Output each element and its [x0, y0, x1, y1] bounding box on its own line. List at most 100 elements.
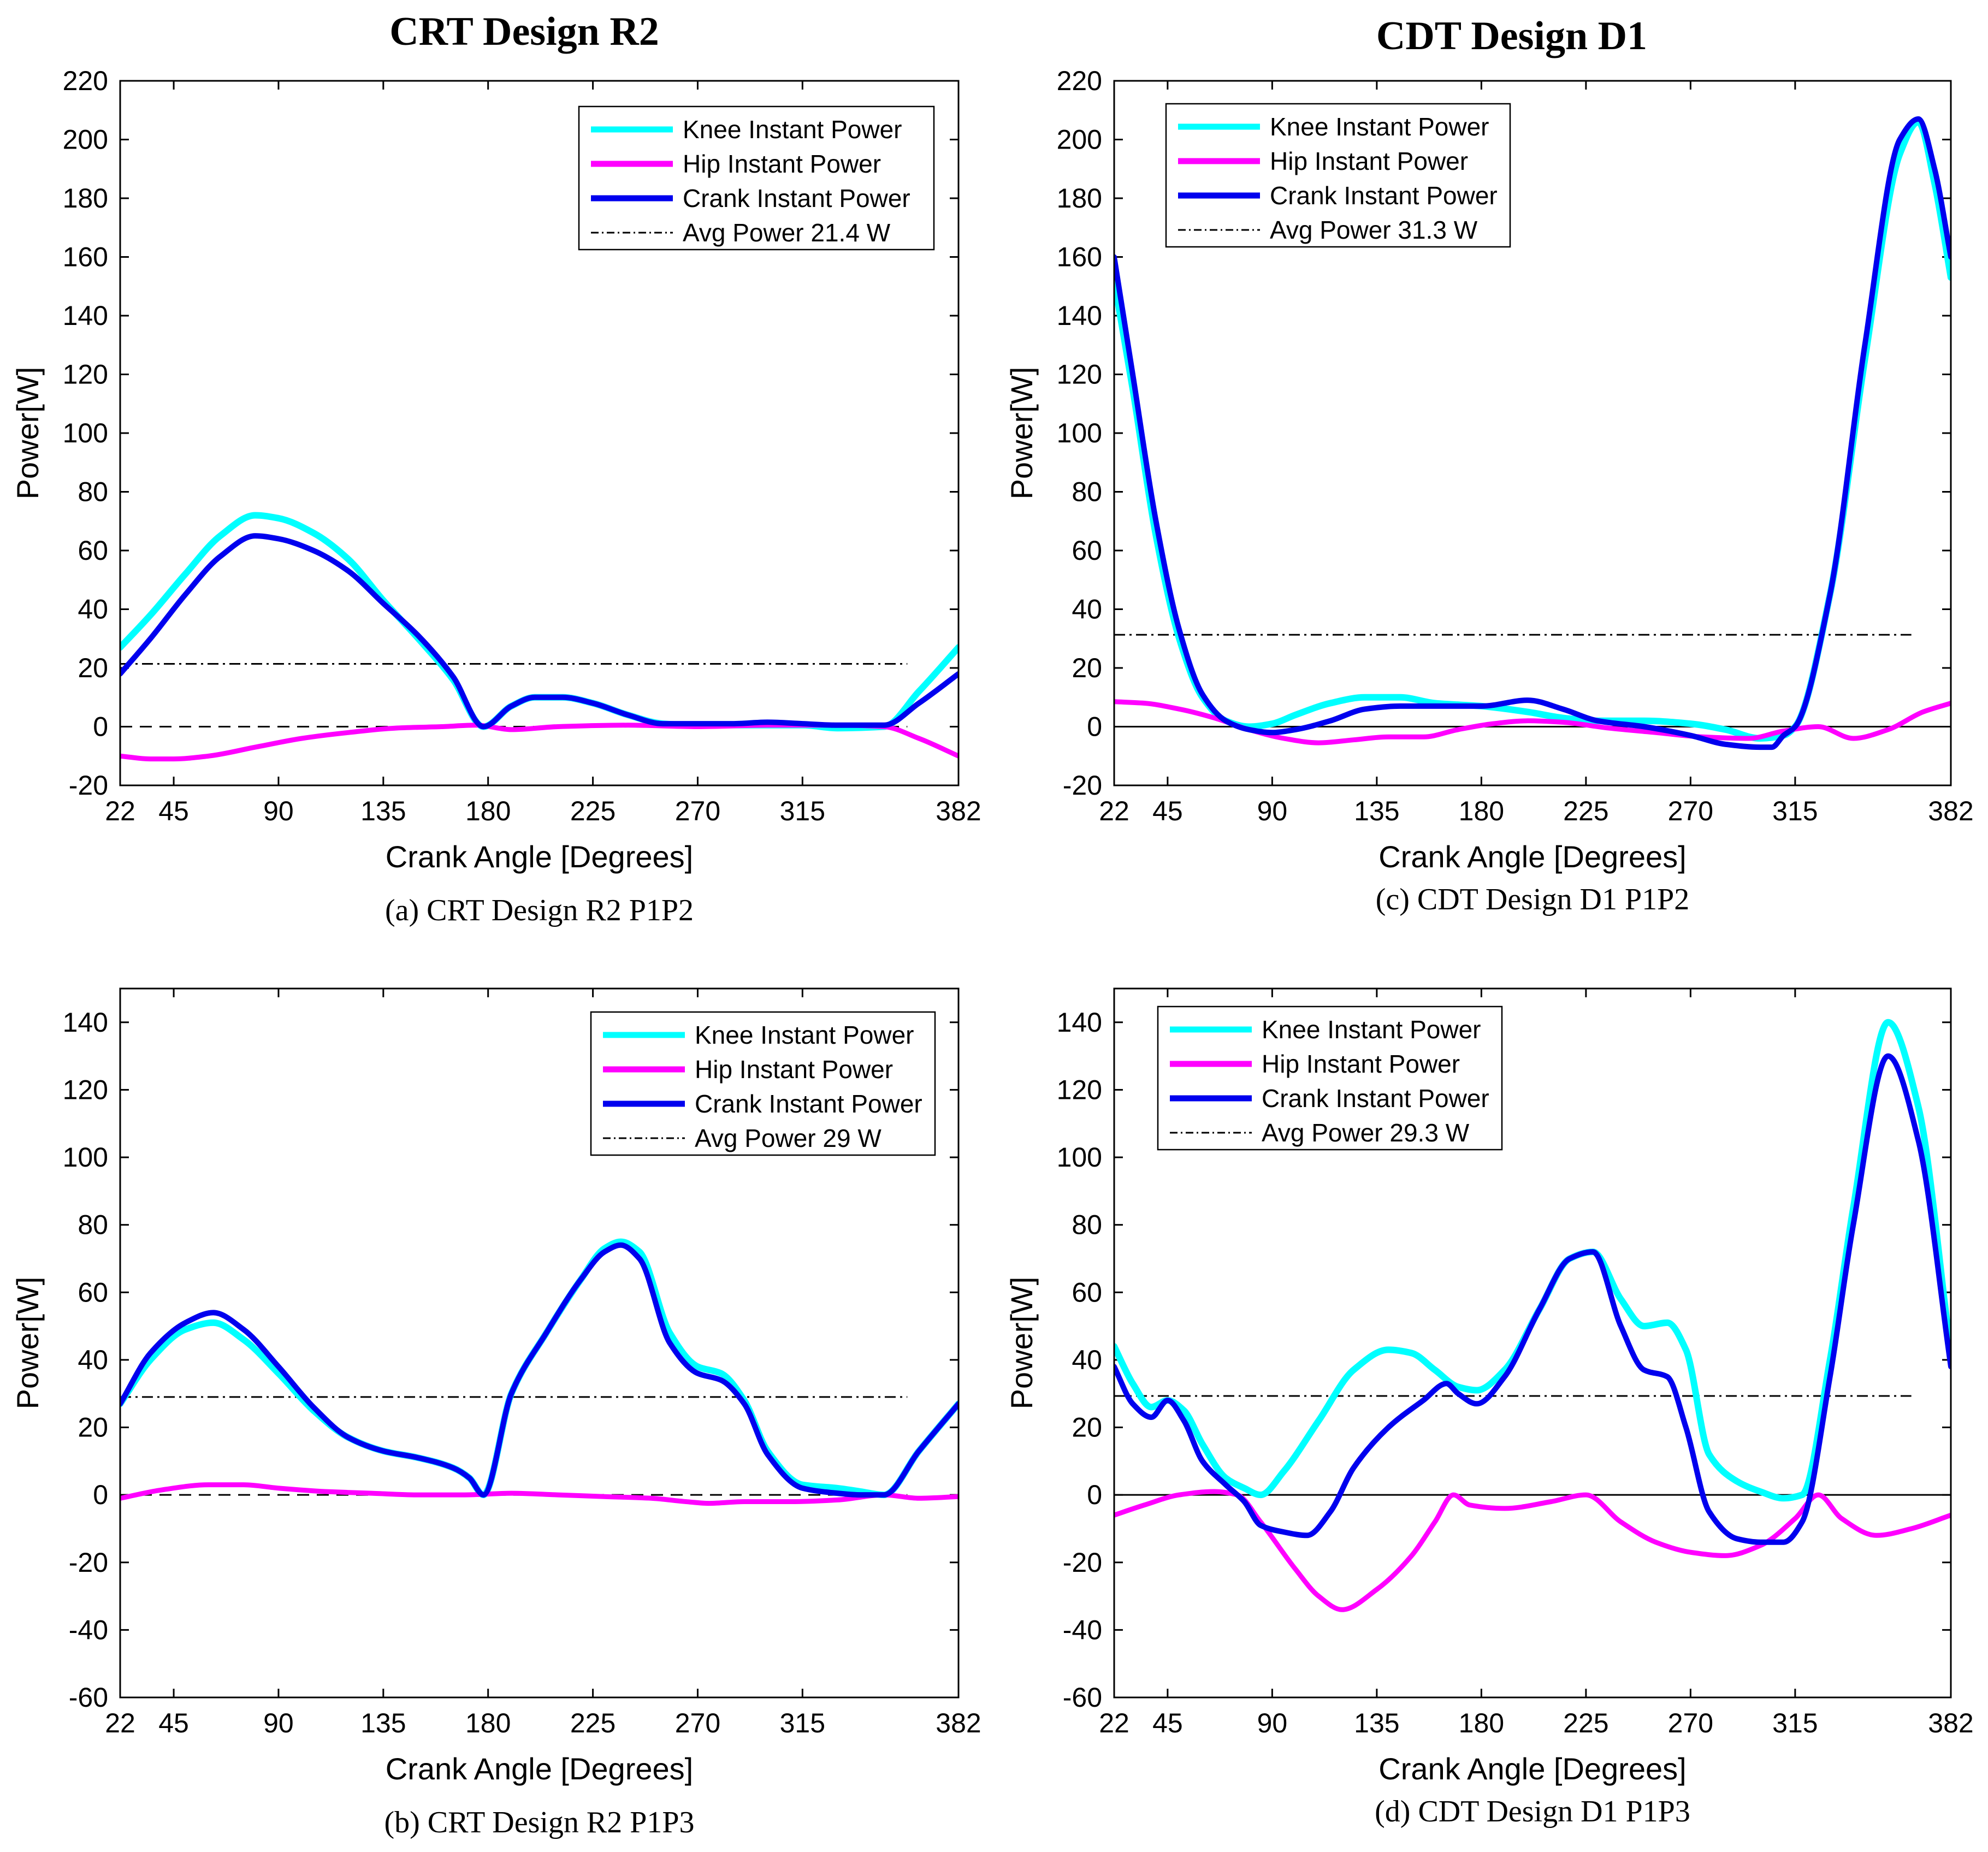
x-tick-label: 45	[1152, 1708, 1183, 1738]
y-tick-label: 120	[63, 359, 108, 390]
y-tick-label: 120	[1057, 1074, 1102, 1105]
x-axis-label: Crank Angle [Degrees]	[1378, 839, 1686, 874]
y-tick-label: 40	[78, 1345, 108, 1375]
chart-panel-a: -20 0 20 40 60 80 100 120 140 160 180 200 220 22 45 90 1…	[10, 66, 981, 927]
y-tick-label: 0	[93, 712, 108, 742]
x-tick-label: 180	[465, 796, 511, 826]
y-tick-label: 40	[78, 594, 108, 625]
legend-label-average: Avg Power 29.3 W	[1262, 1119, 1470, 1147]
y-tick-label: 100	[63, 1142, 108, 1173]
legend-label: Crank Instant Power	[1270, 181, 1498, 210]
y-tick-label: 80	[1072, 477, 1102, 507]
x-tick-label: 45	[158, 796, 189, 826]
legend-label: Hip Instant Power	[683, 150, 881, 178]
x-tick-label: 22	[1099, 796, 1129, 826]
y-tick-label: 140	[1057, 1007, 1102, 1038]
plot-frame-top	[1113, 80, 1952, 786]
x-tick-label: 225	[1563, 796, 1608, 826]
x-tick-label: 382	[1928, 796, 1973, 826]
y-tick-label: 200	[63, 125, 108, 155]
x-tick-label: 270	[675, 796, 720, 826]
y-tick-label: 160	[63, 242, 108, 273]
series-line-knee-instant-power	[120, 1238, 958, 1499]
x-tick-label: 225	[570, 796, 616, 826]
chart-panel-c: -20 0 20 40 60 80 100 120 140 160 180 200 220 22 45 90 1…	[1004, 66, 1974, 916]
y-axis-label: Power[W]	[10, 367, 45, 500]
y-tick-label: 40	[1072, 1345, 1102, 1375]
series-group	[120, 1238, 958, 1506]
chart-panel-b: -60 -40 -20 0 20 40 60 80 100 120 140 22 45 90 135 180 2…	[10, 987, 981, 1839]
panel-caption: (a) CRT Design R2 P1P2	[385, 894, 694, 927]
y-tick-label: 120	[1057, 359, 1102, 390]
x-tick-label: 225	[570, 1708, 616, 1738]
x-axis-label: Crank Angle [Degrees]	[386, 1752, 693, 1786]
y-tick-label: 60	[1072, 535, 1102, 566]
series-line-crank-instant-power	[120, 1242, 958, 1498]
x-tick-label: 135	[1354, 796, 1399, 826]
x-tick-label: 382	[936, 1708, 981, 1738]
x-tick-label: 90	[263, 1708, 294, 1738]
y-tick-label: 140	[63, 1007, 108, 1038]
y-tick-label: 40	[1072, 594, 1102, 625]
series-line-hip-instant-power	[120, 1482, 958, 1506]
x-tick-label: 22	[105, 796, 135, 826]
y-tick-label: -40	[1063, 1614, 1102, 1645]
legend-label: Knee Instant Power	[683, 115, 902, 144]
panel-caption: (b) CRT Design R2 P1P3	[384, 1806, 694, 1839]
y-tick-label: 60	[1072, 1277, 1102, 1307]
x-tick-label: 270	[675, 1708, 720, 1738]
column-title-cdt: CDT Design D1	[1376, 14, 1647, 58]
y-tick-label: 0	[93, 1480, 108, 1510]
series-line-hip-instant-power	[1114, 1489, 1951, 1612]
y-tick-label: 180	[1057, 183, 1102, 214]
y-tick-label: -60	[1063, 1682, 1102, 1713]
legend-label: Crank Instant Power	[695, 1090, 922, 1118]
y-tick-label: 200	[1057, 125, 1102, 155]
legend-label: Knee Instant Power	[695, 1021, 914, 1049]
x-tick-label: 135	[1354, 1708, 1399, 1738]
y-axis-label: Power[W]	[1004, 367, 1039, 500]
y-tick-label: -60	[69, 1682, 108, 1713]
x-tick-label: 315	[1772, 1708, 1818, 1738]
y-tick-label: 100	[63, 418, 108, 448]
y-axis-label: Power[W]	[1004, 1277, 1039, 1410]
x-tick-label: 180	[1459, 1708, 1504, 1738]
y-tick-label: -40	[69, 1614, 108, 1645]
y-tick-label: 20	[1072, 1412, 1102, 1443]
x-tick-label: 315	[780, 796, 825, 826]
x-tick-label: 382	[1928, 1708, 1973, 1738]
column-title-crt: CRT Design R2	[389, 9, 659, 54]
panel-caption: (c) CDT Design D1 P1P2	[1376, 883, 1690, 916]
y-tick-label: 20	[1072, 653, 1102, 683]
x-tick-label: 270	[1668, 1708, 1713, 1738]
y-tick-label: 100	[1057, 1142, 1102, 1173]
y-tick-label: 140	[63, 300, 108, 331]
plot-frame-top	[1113, 987, 1952, 1699]
x-tick-label: 90	[1257, 1708, 1288, 1738]
series-group	[1114, 1019, 1951, 1612]
y-tick-label: 60	[78, 1277, 108, 1307]
legend-label: Hip Instant Power	[695, 1055, 893, 1084]
y-tick-label: 20	[78, 1412, 108, 1443]
y-tick-label: 80	[1072, 1210, 1102, 1240]
x-tick-label: 45	[1152, 796, 1183, 826]
y-tick-label: 160	[1057, 242, 1102, 273]
x-tick-label: 22	[1099, 1708, 1129, 1738]
x-tick-label: 180	[1459, 796, 1504, 826]
y-tick-label: 120	[63, 1074, 108, 1105]
x-axis-label: Crank Angle [Degrees]	[386, 839, 693, 874]
legend-label: Knee Instant Power	[1262, 1015, 1481, 1044]
y-tick-label: 220	[1057, 66, 1102, 96]
y-tick-label: 60	[78, 535, 108, 566]
series-group	[120, 512, 958, 762]
y-tick-label: 180	[63, 183, 108, 214]
y-axis-label: Power[W]	[10, 1277, 45, 1410]
y-tick-label: 140	[1057, 300, 1102, 331]
series-line-crank-instant-power	[1114, 116, 1951, 750]
legend-label: Crank Instant Power	[1262, 1084, 1489, 1113]
legend-label: Hip Instant Power	[1262, 1050, 1460, 1078]
x-tick-label: 382	[936, 796, 981, 826]
series-group	[1114, 116, 1951, 750]
legend-label: Hip Instant Power	[1270, 147, 1468, 175]
